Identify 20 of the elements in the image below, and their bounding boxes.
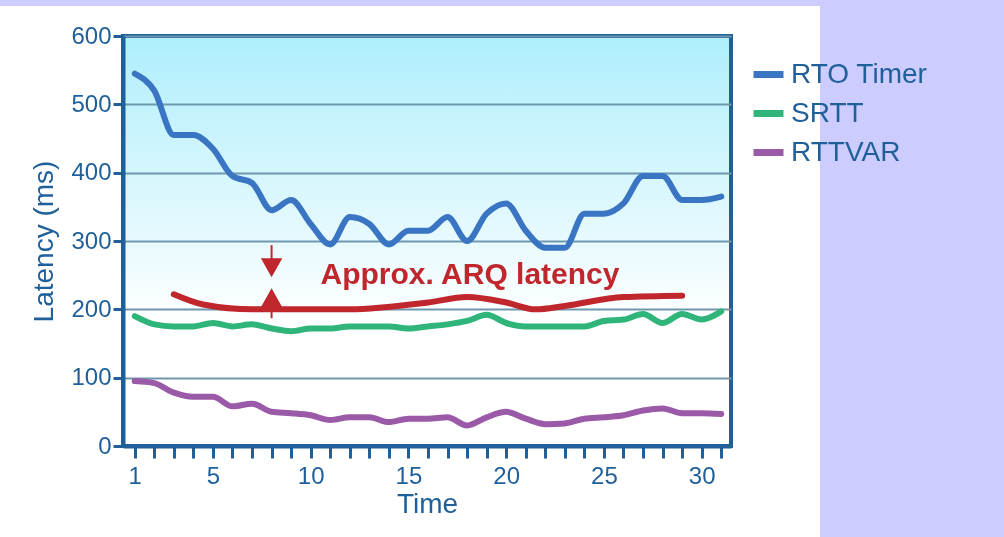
y-axis-title: Latency (ms) (28, 160, 60, 323)
legend-label: RTO Timer (791, 57, 927, 89)
x-tick-label: 30 (688, 461, 716, 489)
y-tick-label: 0 (98, 431, 112, 459)
x-tick-label: 15 (395, 461, 423, 489)
x-tick-label: 10 (297, 461, 325, 489)
y-tick-label: 600 (71, 21, 112, 49)
y-tick-label: 100 (71, 363, 112, 391)
x-axis-title: Time (396, 487, 459, 519)
x-tick-label: 5 (206, 461, 221, 489)
x-tick-label: 20 (493, 461, 521, 489)
legend-label: RTTVAR (791, 135, 901, 167)
x-tick-label: 25 (591, 461, 618, 489)
legend-label: SRTT (791, 96, 864, 128)
x-tick-label: 1 (128, 461, 142, 489)
y-tick-label: 300 (71, 226, 112, 254)
y-tick-label: 200 (71, 294, 112, 322)
y-tick-label: 500 (71, 89, 112, 117)
y-tick-label: 400 (71, 158, 112, 186)
annotation: Approx. ARQ latency (320, 257, 620, 290)
